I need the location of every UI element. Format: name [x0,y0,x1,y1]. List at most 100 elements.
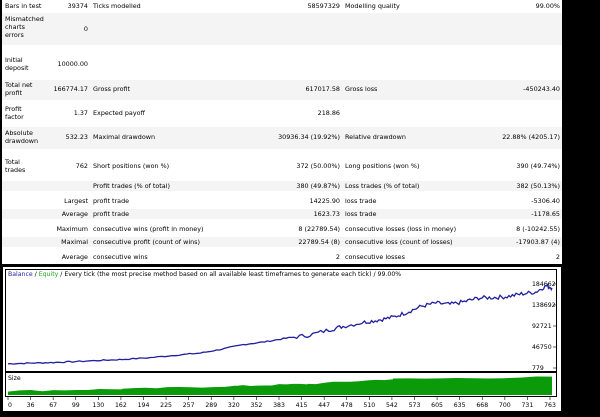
mx-profit-value: 22789.54 (8) [298,238,340,246]
x-tick-label: 162 [115,402,127,409]
mismatch-value: 0 [83,25,88,33]
x-tick-label: 668 [476,402,488,409]
row-maximal: Maximal consecutive profit (count of win… [2,237,562,247]
x-tick-label: 635 [454,402,466,409]
x-tick-label: 478 [341,402,353,409]
profittr-value: 380 (49.87%) [296,182,340,190]
x-tick-label: 763 [544,402,556,409]
y-tick-label: 46750 [532,344,552,351]
row-netprofit: Total net profit 166774.17 Gross profit … [2,80,562,100]
max-wins-label: consecutive wins (profit in money) [93,225,204,233]
max-wins-value: 8 (22789.54) [298,225,340,233]
x-tick-label: 352 [251,402,263,409]
x-tick-label: 289 [205,402,217,409]
row-mismatch: Mismatched charts errors 0 [2,13,562,45]
x-tick-label: 36 [27,402,35,409]
y-tick-label: 779 [532,365,544,372]
x-tick-label: 415 [296,402,308,409]
y-tick-label: 92721 [532,323,552,330]
row-profittrades: Profit trades (% of total) 380 (49.87%) … [2,181,562,191]
payoff-value: 218.86 [317,109,340,117]
largest-label: Largest [64,197,88,205]
average-profit-label: profit trade [93,210,130,218]
long-label: Long positions (won %) [345,162,420,170]
short-label: Short positions (won %) [93,162,170,170]
legend-balance: Balance [8,271,33,278]
row-bars: Bars in test 39374 Ticks modelled 585973… [2,2,562,12]
reldd-value: 22.88% (4205.17) [502,133,560,141]
row-drawdown: Absolute drawdown 532.23 Maximal drawdow… [2,127,562,149]
netprofit-value: 166774.17 [53,85,88,93]
graph-legend: Balance / Equity / Every tick (the most … [8,271,401,278]
ticks-value: 58597329 [307,2,340,10]
payoff-label: Expected payoff [93,109,145,117]
maxdd-label: Maximal drawdown [93,133,156,141]
trades-label: Total trades [5,158,26,174]
avg-wins-value: 2 [335,253,340,261]
y-tick-label: 138692 [532,302,556,309]
mx-profit-label: consecutive profit (count of wins) [93,238,200,246]
pf-label: Profit factor [5,105,24,121]
absdd-label: Absolute drawdown [5,129,39,145]
x-tick-label: 542 [386,402,398,409]
average-loss-label: loss trade [345,210,377,218]
grossprofit-value: 617017.58 [305,85,340,93]
trades-value: 762 [75,162,88,170]
avg2-label: Average [61,253,88,261]
balance-graph: Balance / Equity / Every tick (the most … [2,266,562,412]
grossloss-label: Gross loss [345,85,378,93]
x-tick-label: 99 [72,402,80,409]
graph-svg: Balance / Equity / Every tick (the most … [2,266,562,412]
legend-rest: / Every tick (the most precise method ba… [58,271,401,278]
bars-value: 39374 [67,2,88,10]
deposit-value: 10000.00 [57,60,89,68]
plot-area [5,269,557,372]
deposit-label: Initial deposit [5,56,29,72]
avg-wins-label: consecutive wins [93,253,148,261]
profittr-label: Profit trades (% of total) [93,182,170,190]
x-tick-label: 510 [363,402,375,409]
pf-value: 1.37 [73,109,88,117]
x-tick-label: 320 [228,402,240,409]
netprofit-label: Total net profit [5,81,33,97]
largest-loss-label: loss trade [345,197,377,205]
x-tick-label: 383 [273,402,285,409]
average-label: Average [61,210,88,218]
x-tick-label: 447 [318,402,330,409]
grossprofit-label: Gross profit [93,85,131,93]
largest-loss-value: -5306.40 [531,197,560,205]
x-tick-label: 731 [522,402,534,409]
size-area [8,376,552,395]
mx-loss-value: -17903.87 (4) [516,238,560,246]
legend-sep: / [33,271,39,278]
row-avg-consecutive: Average consecutive wins 2 consecutive l… [2,253,562,263]
average-profit-value: 1623.73 [313,210,340,218]
report-table: Bars in test 39374 Ticks modelled 585973… [2,0,562,264]
mx-loss-label: consecutive loss (count of losses) [345,238,453,246]
y-tick-label: 184662 [532,281,556,288]
long-value: 390 (49.74%) [516,162,560,170]
absdd-value: 532.23 [65,133,88,141]
x-tick-label: 700 [499,402,511,409]
maxdd-value: 30936.34 (19.92%) [278,133,340,141]
maximal-label: Maximal [61,238,88,246]
bars-label: Bars in test [5,2,42,10]
losstr-label: Loss trades (% of total) [345,182,420,190]
quality-value: 99.00% [535,2,560,10]
row-trades: Total trades 762 Short positions (won %)… [2,157,562,177]
balance-line [7,282,553,365]
avg-losses-label: consecutive losses [345,253,405,261]
largest-profit-label: profit trade [93,197,130,205]
avg-losses-value: 2 [555,253,560,261]
row-profitfactor: Profit factor 1.37 Expected payoff 218.8… [2,104,562,124]
x-tick-label: 194 [138,402,150,409]
x-tick-label: 67 [49,402,57,409]
row-maximum: Maximum consecutive wins (profit in mone… [2,225,562,235]
average-loss-value: -1178.65 [531,210,560,218]
largest-profit-value: 14225.90 [309,197,341,205]
x-tick-label: 225 [160,402,172,409]
row-largest: Largest profit trade 14225.90 loss trade… [2,197,562,207]
maximum-label: Maximum [56,225,89,233]
reldd-label: Relative drawdown [345,133,406,141]
mismatch-label: Mismatched charts errors [5,15,44,39]
